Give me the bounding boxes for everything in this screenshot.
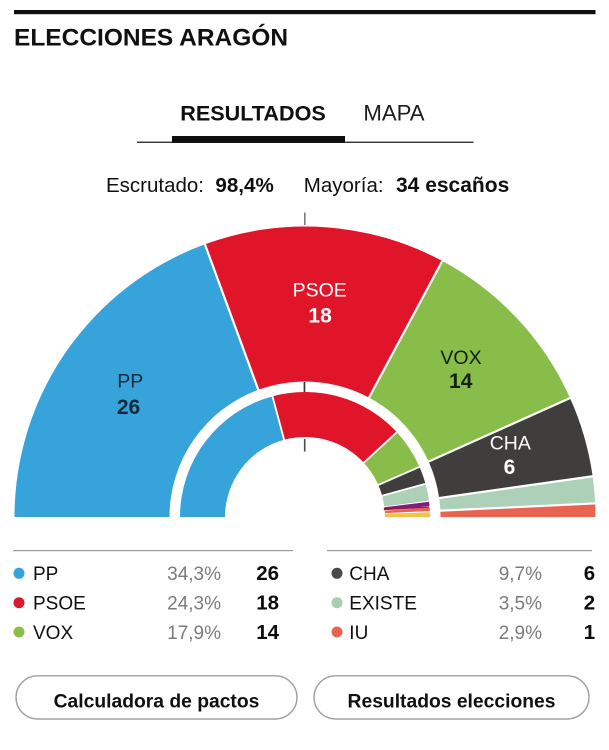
svg-text:26: 26 <box>117 396 140 419</box>
svg-text:1: 1 <box>584 621 595 644</box>
svg-text:18: 18 <box>256 592 279 615</box>
svg-text:PP: PP <box>117 370 143 392</box>
svg-text:2,9%: 2,9% <box>499 623 542 644</box>
svg-text:Resultados elecciones: Resultados elecciones <box>348 692 556 713</box>
svg-text:34 escaños: 34 escaños <box>396 174 509 197</box>
svg-text:2: 2 <box>584 592 595 615</box>
svg-text:EXISTE: EXISTE <box>349 594 417 615</box>
svg-text:9,7%: 9,7% <box>499 564 542 585</box>
svg-text:PP: PP <box>33 564 58 585</box>
svg-text:PSOE: PSOE <box>293 279 347 301</box>
svg-text:IU: IU <box>349 623 368 644</box>
svg-text:6: 6 <box>584 562 595 585</box>
svg-text:18: 18 <box>308 305 332 328</box>
svg-text:14: 14 <box>256 621 279 644</box>
svg-text:34,3%: 34,3% <box>167 564 221 585</box>
svg-text:MAPA: MAPA <box>363 101 424 126</box>
svg-text:ELECCIONES ARAGÓN: ELECCIONES ARAGÓN <box>14 24 288 52</box>
svg-text:RESULTADOS: RESULTADOS <box>180 101 326 126</box>
svg-text:Mayoría:: Mayoría: <box>304 174 384 197</box>
svg-text:VOX: VOX <box>33 623 73 644</box>
svg-text:Escrutado:: Escrutado: <box>106 174 204 197</box>
svg-text:98,4%: 98,4% <box>215 174 273 197</box>
svg-text:CHA: CHA <box>490 432 531 454</box>
svg-text:17,9%: 17,9% <box>167 623 221 644</box>
svg-text:26: 26 <box>256 562 279 585</box>
svg-text:Calculadora de pactos: Calculadora de pactos <box>54 692 260 713</box>
svg-text:VOX: VOX <box>440 347 481 369</box>
svg-text:14: 14 <box>449 370 473 393</box>
svg-text:CHA: CHA <box>349 564 389 585</box>
svg-text:3,5%: 3,5% <box>499 594 542 615</box>
svg-text:PSOE: PSOE <box>33 594 86 615</box>
svg-text:24,3%: 24,3% <box>167 594 221 615</box>
svg-text:6: 6 <box>504 456 516 479</box>
